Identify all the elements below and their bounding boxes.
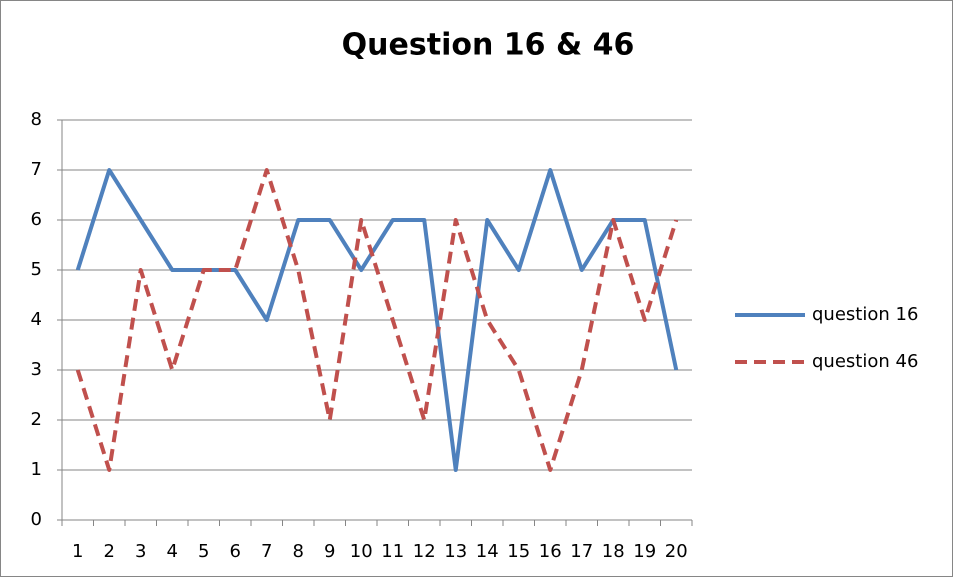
chart-title: Question 16 & 46 <box>342 28 635 63</box>
x-tick-label: 13 <box>444 541 467 562</box>
y-tick-label: 6 <box>31 209 42 230</box>
legend-label: question 16 <box>812 304 918 325</box>
x-tick-label: 2 <box>104 541 115 562</box>
x-tick-label: 3 <box>135 541 146 562</box>
x-tick-label: 5 <box>198 541 209 562</box>
x-tick-label: 12 <box>413 541 436 562</box>
y-tick-label: 8 <box>31 109 42 130</box>
x-tick-label: 20 <box>665 541 688 562</box>
x-tick-label: 8 <box>293 541 304 562</box>
y-tick-label: 2 <box>31 409 42 430</box>
x-tick-label: 16 <box>539 541 562 562</box>
y-tick-label: 1 <box>31 459 42 480</box>
y-tick-label: 4 <box>31 309 42 330</box>
x-tick-label: 14 <box>476 541 499 562</box>
series-line <box>75 168 679 472</box>
x-tick-label: 11 <box>381 541 404 562</box>
y-tick-label: 3 <box>31 359 42 380</box>
x-tick-label: 6 <box>230 541 241 562</box>
x-tick-label: 4 <box>167 541 178 562</box>
x-tick-label: 7 <box>261 541 272 562</box>
x-tick-label: 15 <box>507 541 530 562</box>
series-line <box>75 168 679 472</box>
x-tick-label: 9 <box>324 541 335 562</box>
x-tick-label: 1 <box>72 541 83 562</box>
y-tick-label: 0 <box>31 509 42 530</box>
x-tick-label: 18 <box>602 541 625 562</box>
x-tick-label: 19 <box>633 541 656 562</box>
x-tick-label: 10 <box>350 541 373 562</box>
legend-label: question 46 <box>812 351 918 372</box>
y-tick-label: 5 <box>31 259 42 280</box>
x-tick-label: 17 <box>570 541 593 562</box>
y-tick-label: 7 <box>31 159 42 180</box>
